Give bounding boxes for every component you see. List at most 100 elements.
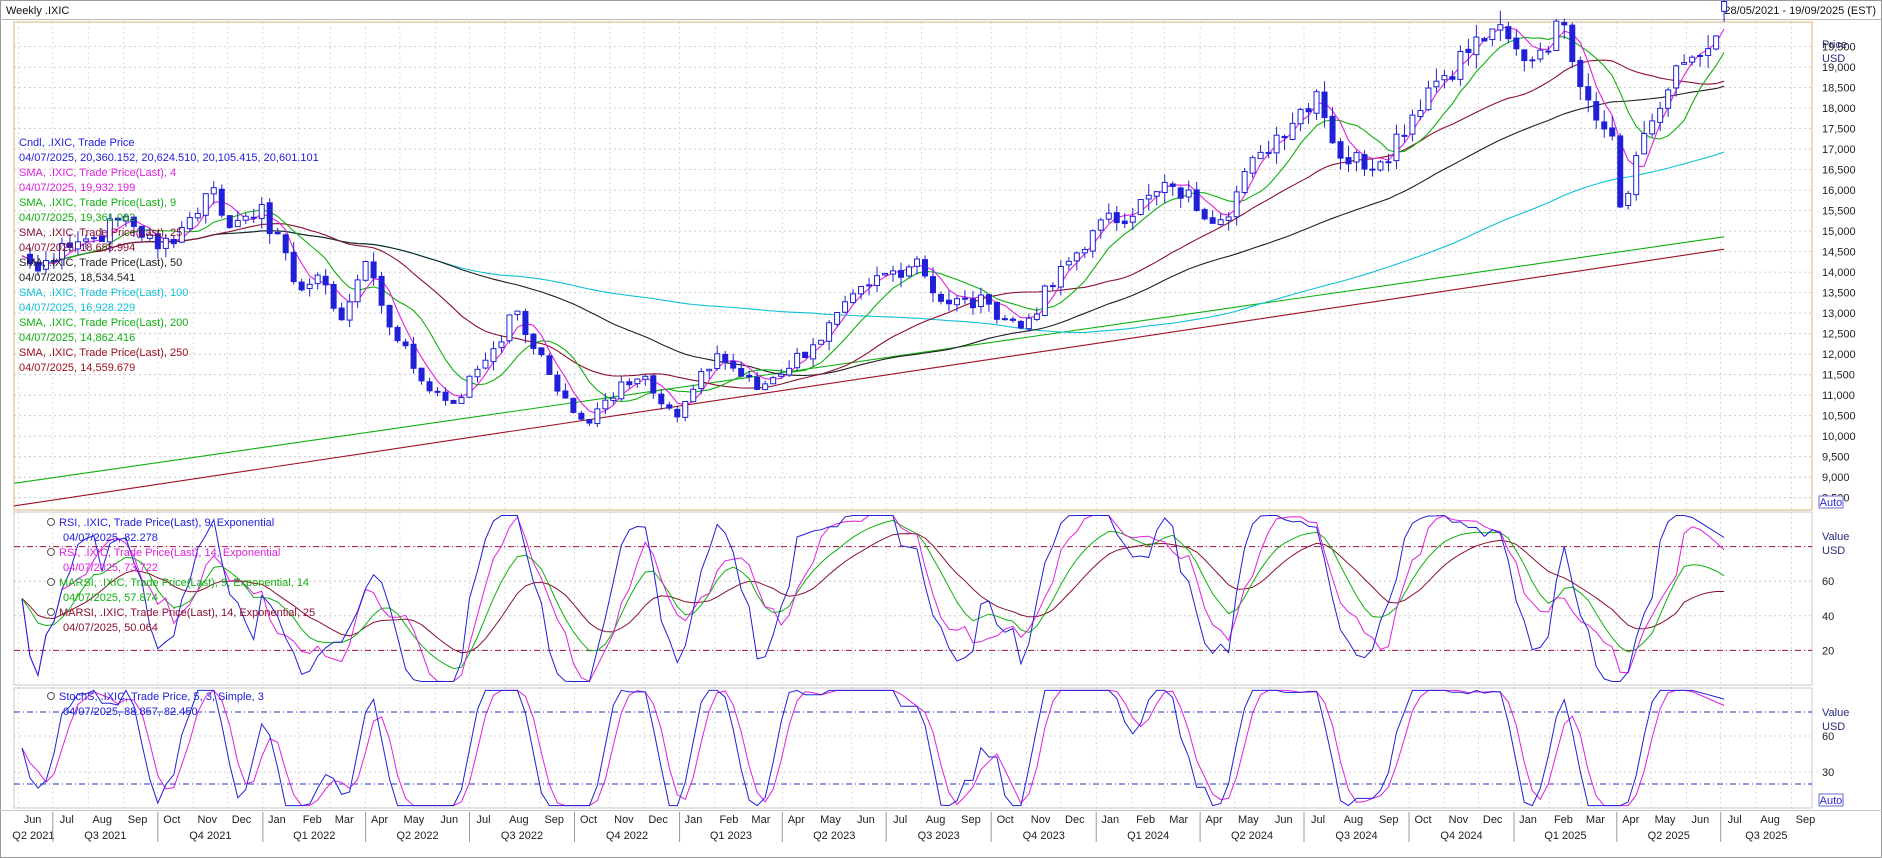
rsi-legend: RSI, .IXIC, Trade Price(Last), 9, Expone… xyxy=(47,517,315,634)
month-label: Jan xyxy=(268,814,286,826)
candle xyxy=(1673,64,1680,97)
candle xyxy=(658,390,665,410)
candle xyxy=(1009,316,1016,323)
candle xyxy=(442,387,449,406)
candle xyxy=(570,397,577,414)
candle xyxy=(1209,210,1216,224)
price-tick-label: 15,000 xyxy=(1822,226,1856,238)
candle xyxy=(1425,80,1432,111)
legend-settings-icon[interactable] xyxy=(47,578,55,586)
candle xyxy=(602,393,609,415)
month-label: Apr xyxy=(1622,814,1639,826)
candle xyxy=(1105,203,1112,224)
candle xyxy=(1185,180,1192,203)
candle xyxy=(130,216,137,238)
price-axis: Price USD 19,500 19,000 18,500 18,000 17,500… xyxy=(1822,39,1856,505)
quarter-label: Q1 2025 xyxy=(1544,830,1586,842)
candle xyxy=(1681,54,1688,65)
month-label: Feb xyxy=(1136,814,1155,826)
candle xyxy=(778,368,785,379)
candle xyxy=(394,325,401,343)
candle xyxy=(466,375,473,398)
legend-settings-icon[interactable] xyxy=(47,548,55,556)
price-tick-label: 15,500 xyxy=(1822,206,1856,218)
candle xyxy=(722,350,729,370)
month-label: Mar xyxy=(1586,814,1605,826)
candle xyxy=(362,260,369,282)
candle xyxy=(1177,186,1184,209)
candle xyxy=(474,365,481,383)
rsi-pane[interactable] xyxy=(13,511,1813,686)
month-label: Oct xyxy=(997,814,1014,826)
month-label: Jun xyxy=(1692,814,1710,826)
candle xyxy=(898,262,905,288)
price-tick-label: 10,500 xyxy=(1822,411,1856,423)
month-label: Sep xyxy=(128,814,148,826)
candle xyxy=(1081,246,1088,259)
candle xyxy=(690,384,697,403)
stoch-auto-button[interactable]: Auto xyxy=(1818,793,1844,807)
rsi-tick-label: 60 xyxy=(1822,576,1834,588)
candle xyxy=(298,278,305,292)
candle xyxy=(1513,30,1520,56)
candle xyxy=(1377,159,1384,172)
candle xyxy=(786,360,793,377)
price-pane[interactable] xyxy=(13,21,1813,511)
candle xyxy=(1297,107,1304,132)
candle xyxy=(50,253,57,269)
candle xyxy=(977,287,984,314)
rsi9-line xyxy=(21,514,1725,682)
legend-name: MARSI, .IXIC, Trade Price(Last), 14, Exp… xyxy=(59,607,315,619)
candle xyxy=(418,367,425,385)
price-tick-label: 9,000 xyxy=(1822,472,1850,484)
candle xyxy=(1233,185,1240,226)
price-tick-label: 11,500 xyxy=(1822,370,1855,382)
candle xyxy=(234,210,241,228)
candle xyxy=(626,378,633,389)
month-label: Oct xyxy=(163,814,180,826)
candle xyxy=(314,272,321,290)
candle xyxy=(698,367,705,395)
candle xyxy=(522,308,529,344)
candle xyxy=(1481,36,1488,42)
candle xyxy=(1633,151,1640,201)
legend-settings-icon[interactable] xyxy=(47,692,55,700)
candle xyxy=(674,405,681,423)
price-tick-label: 9,500 xyxy=(1822,452,1850,464)
legend-settings-icon[interactable] xyxy=(47,518,55,526)
candle xyxy=(1017,320,1024,330)
candle xyxy=(1657,102,1664,131)
month-label: Jul xyxy=(60,814,74,826)
month-label: Dec xyxy=(1065,814,1085,826)
candle xyxy=(1441,69,1448,89)
candle xyxy=(498,335,505,353)
candle xyxy=(1705,34,1712,69)
candle xyxy=(1361,150,1368,177)
candle xyxy=(1249,155,1256,178)
candle xyxy=(634,378,641,388)
month-label: Nov xyxy=(197,814,217,826)
candle xyxy=(1057,260,1064,296)
candle xyxy=(346,293,353,328)
candle xyxy=(1697,53,1704,67)
price-tick-label: 11,000 xyxy=(1822,390,1855,402)
price-auto-button[interactable]: Auto xyxy=(1818,495,1844,509)
month-label: Feb xyxy=(303,814,322,826)
candle xyxy=(1241,168,1248,194)
candle xyxy=(818,339,825,345)
candle xyxy=(210,181,217,205)
month-label: Jan xyxy=(1101,814,1119,826)
candle xyxy=(1521,49,1528,72)
candle xyxy=(1273,126,1280,164)
candle xyxy=(1265,140,1272,158)
legend-settings-icon[interactable] xyxy=(47,608,55,616)
stoch-lines xyxy=(21,689,1725,807)
quarter-label: Q3 2021 xyxy=(84,830,126,842)
candle xyxy=(34,254,41,276)
quarter-label: Q3 2022 xyxy=(501,830,543,842)
stoch-pane[interactable] xyxy=(13,687,1813,809)
price-tick-label: 13,500 xyxy=(1822,288,1856,300)
price-tick-label: 19,500 xyxy=(1822,42,1856,54)
month-label: Nov xyxy=(1449,814,1469,826)
